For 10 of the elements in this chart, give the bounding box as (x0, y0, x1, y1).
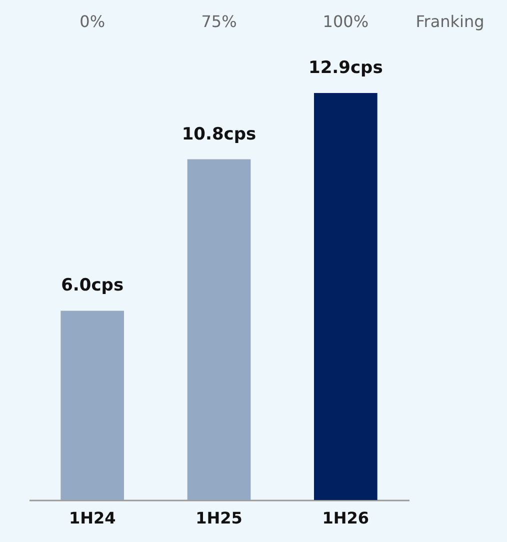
data-label: 6.0cps (61, 276, 124, 296)
text: Franking (416, 12, 484, 31)
x-tick-label: 1H26 (322, 508, 370, 528)
x-tick-label: 1H25 (196, 508, 242, 528)
text: 0% (80, 12, 106, 31)
text: 100% (322, 12, 369, 31)
text: 75% (201, 12, 237, 31)
data-label: 12.9cps (308, 58, 383, 78)
x-tick-label: 1H24 (68, 508, 116, 528)
data-label: 10.8cps (182, 124, 256, 144)
